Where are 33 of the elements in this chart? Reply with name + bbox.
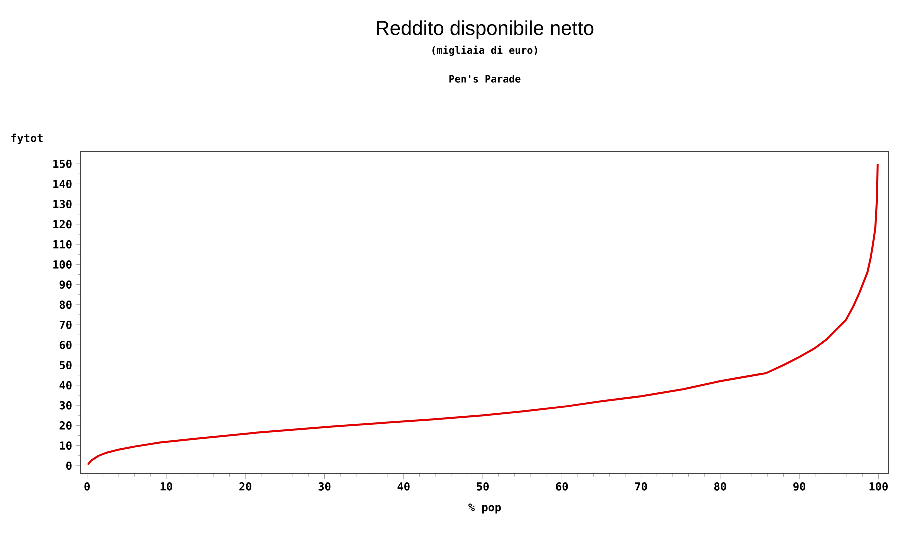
y-tick-label: 40 (60, 381, 72, 390)
chart-title: Reddito disponibile netto (377, 20, 594, 40)
x-tick-label: 60 (556, 482, 568, 491)
x-tick-label: 50 (477, 482, 489, 491)
y-tick-label: 0 (66, 462, 72, 470)
y-tick-label: 90 (60, 280, 72, 289)
y-tick-label: 10 (60, 442, 72, 450)
y-axis-title: fytot (12, 134, 43, 144)
y-tick-label: 120 (54, 220, 72, 229)
y-tick-label: 30 (60, 401, 72, 410)
x-tick-label: 40 (398, 482, 410, 491)
chart-subtitle: (migliaia di euro) (432, 46, 538, 56)
y-tick-label: 100 (54, 260, 72, 269)
y-tick-label: 80 (60, 300, 72, 310)
y-tick-label: 130 (54, 200, 72, 208)
line-series (87, 163, 879, 466)
x-tick-label: 70 (635, 482, 648, 491)
y-tick-label: 60 (60, 341, 72, 350)
x-tick-label: 0 (84, 482, 90, 491)
x-tick-label: 80 (714, 482, 726, 491)
y-tick-label: 110 (54, 240, 72, 249)
y-tick-label: 150 (54, 160, 72, 168)
y-tick-label: 20 (60, 422, 72, 430)
text: Pen's Parade (450, 75, 521, 83)
x-tick-label: 20 (240, 482, 252, 491)
y-tick-label: 140 (54, 180, 72, 188)
x-tick-label: 30 (318, 482, 331, 491)
y-tick-label: 70 (60, 320, 72, 330)
x-tick-label: 100 (870, 482, 888, 491)
y-tick-label: 50 (60, 361, 72, 370)
x-axis-title: % pop (468, 504, 502, 514)
x-tick-label: 90 (794, 482, 806, 491)
x-tick-label: 10 (160, 482, 172, 491)
